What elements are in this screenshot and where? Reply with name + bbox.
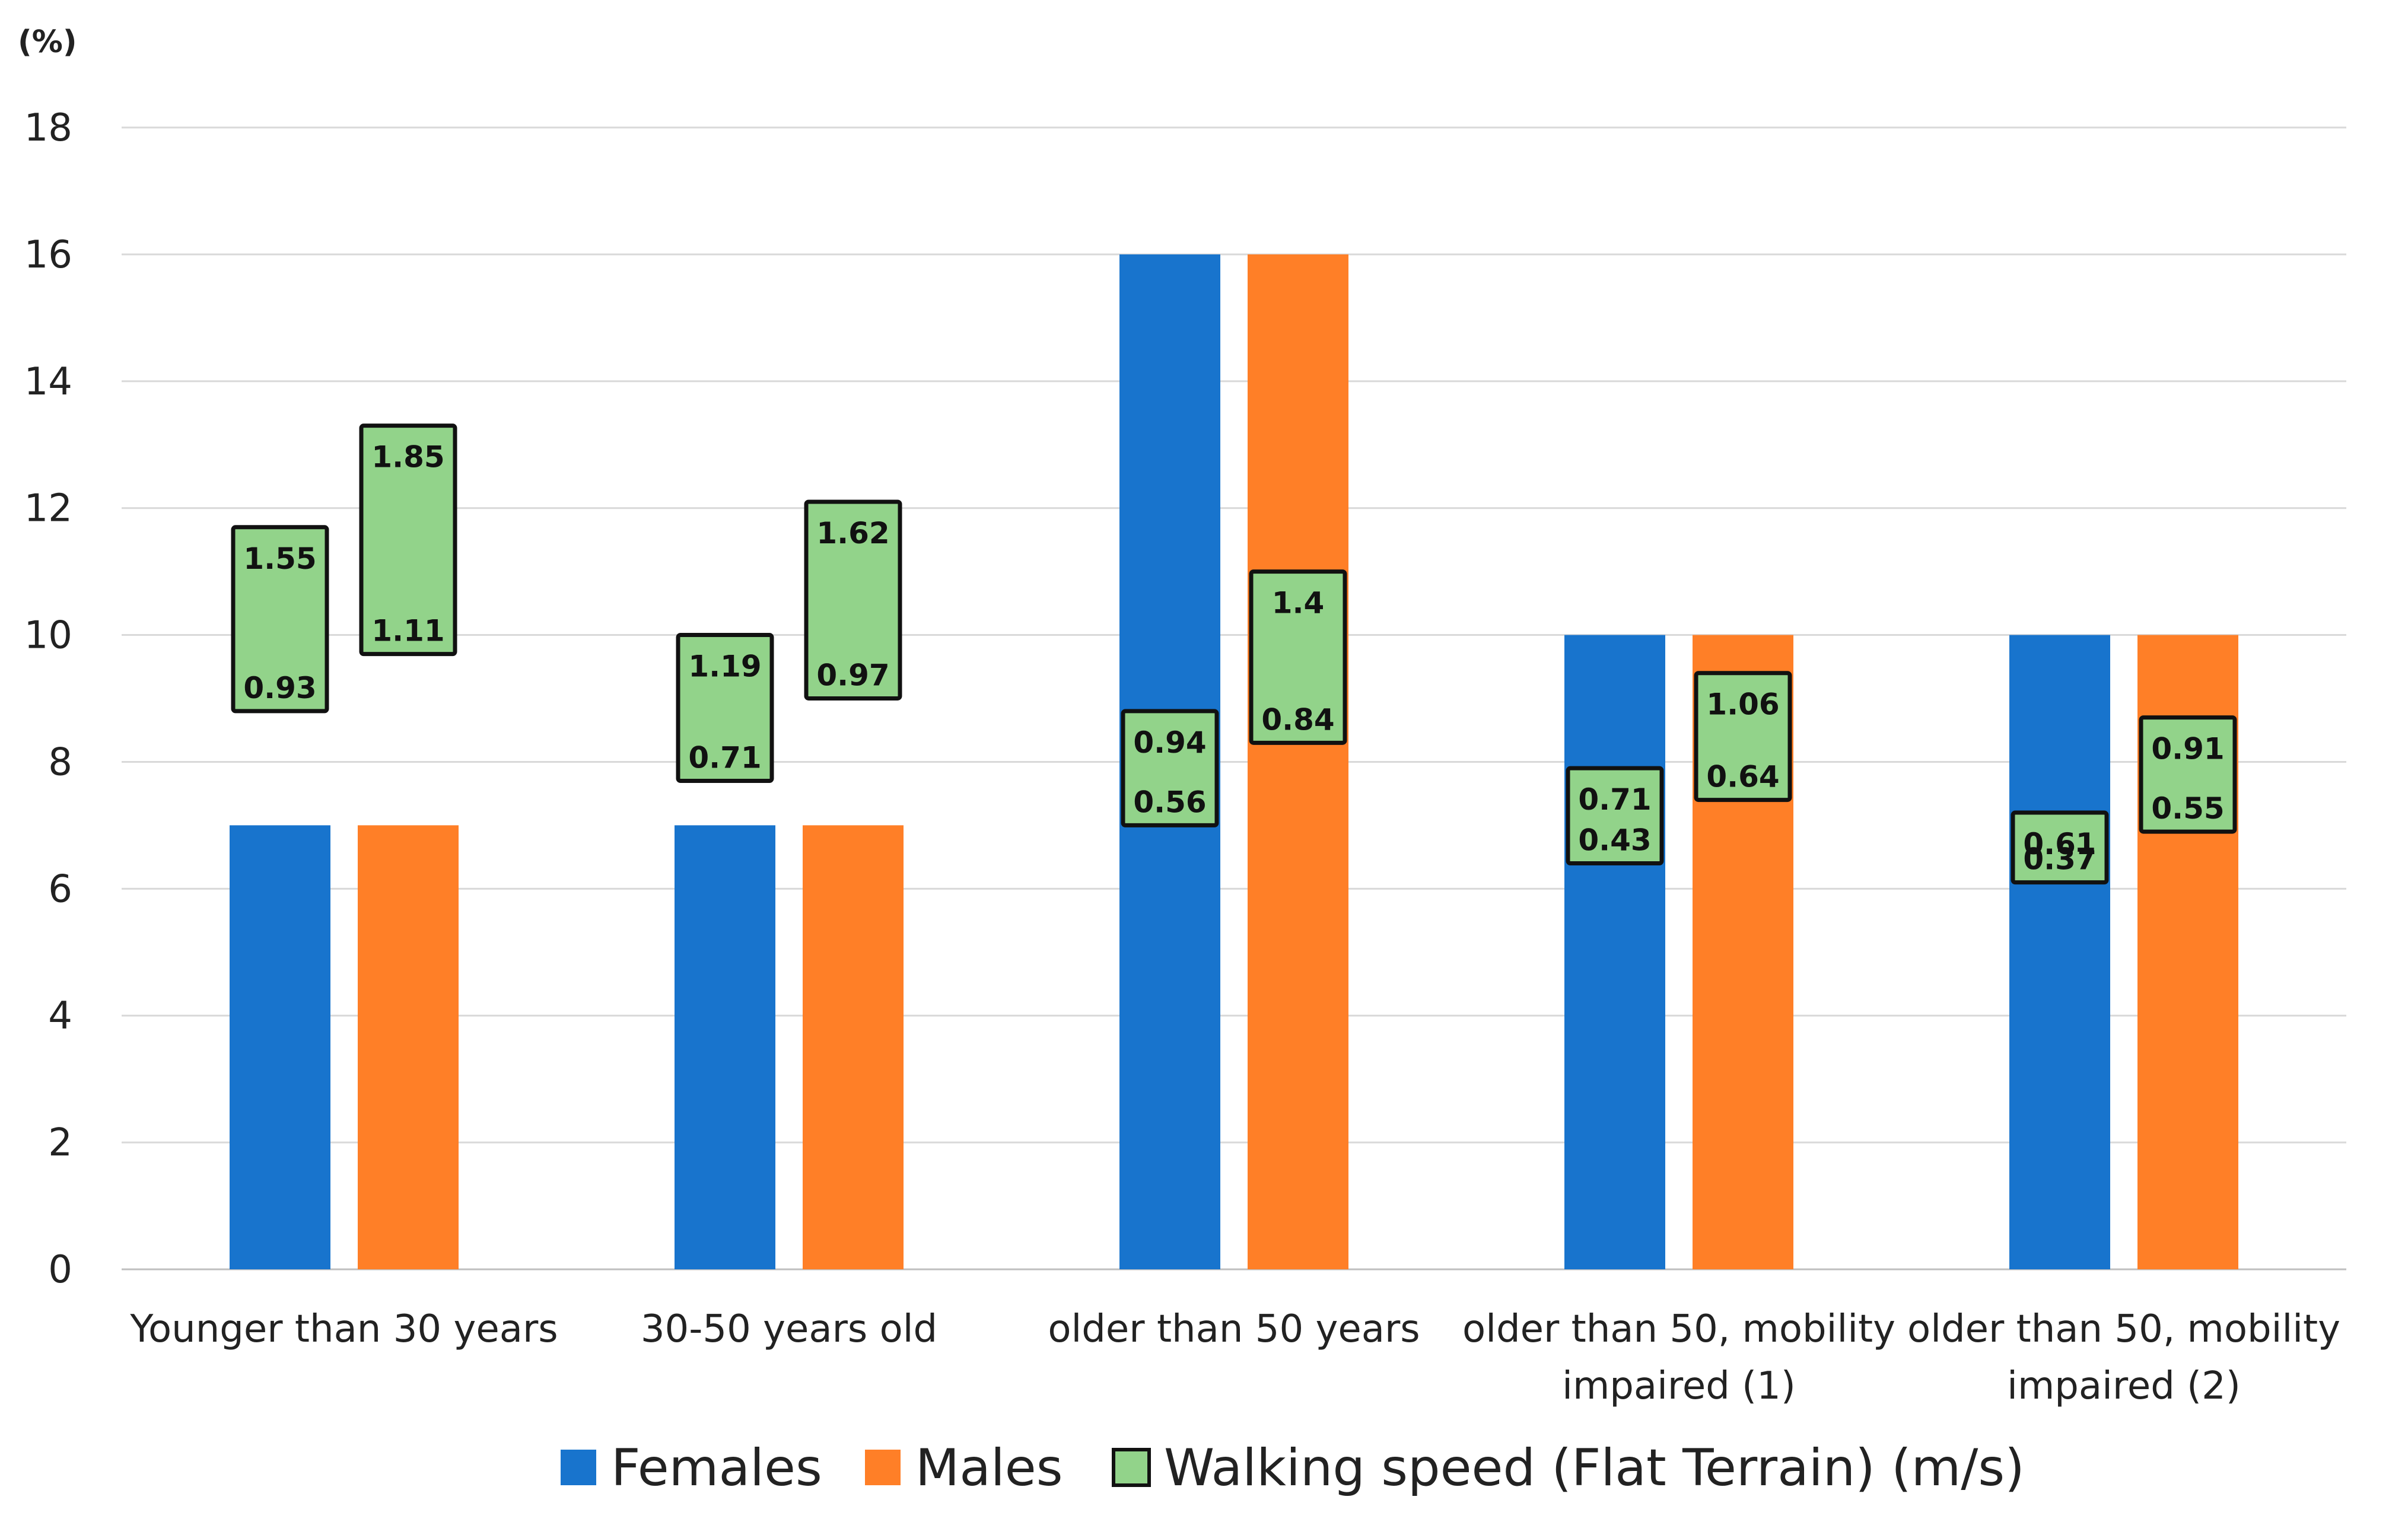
x-category-label: older than 50, mobility — [1462, 1307, 1895, 1351]
x-category-label: Younger than 30 years — [129, 1307, 558, 1351]
walking-speed-low-label: 0.55 — [2151, 791, 2224, 826]
walking-speed-box-males-3 — [1249, 569, 1347, 745]
bar-males-3 — [1248, 254, 1348, 1269]
walking-speed-box-females-2 — [676, 633, 774, 784]
walking-speed-low-label: 0.43 — [1578, 823, 1651, 858]
walking-speed-high-label: 0.61 — [2023, 827, 2096, 861]
y-tick-label: 6 — [48, 867, 72, 911]
walking-speed-low-label: 0.97 — [816, 658, 889, 693]
bar-females-5 — [2009, 635, 2110, 1269]
walking-speed-high-label: 0.71 — [1578, 782, 1651, 817]
y-tick-label: 4 — [48, 994, 72, 1038]
legend: Females Males Walking speed (Flat Terrain)… — [561, 1438, 2025, 1498]
walking-speed-high-label: 0.91 — [2151, 732, 2224, 766]
walking-speed-high-label: 1.06 — [1706, 687, 1779, 722]
y-tick-label: 16 — [24, 233, 72, 277]
x-category-label: older than 50 years — [1048, 1307, 1420, 1351]
walking-speed-box-males-2 — [804, 499, 902, 700]
walking-speed-high-label: 1.19 — [688, 649, 761, 684]
legend-walking-speed-label: Walking speed (Flat Terrain) (m/s) — [1164, 1438, 2025, 1498]
walking-speed-high-label: 0.94 — [1133, 725, 1206, 760]
walking-speed-box-males-1 — [359, 424, 457, 657]
walking-speed-low-label: 1.11 — [371, 614, 444, 648]
legend-females-swatch — [561, 1450, 596, 1485]
walking-speed-boxes: 1.55 0.93 1.85 1.11 1.19 0.71 1.62 0.97 0.94 0.56… — [231, 424, 2237, 885]
walking-speed-box-females-1 — [231, 525, 329, 714]
walking-speed-low-label: 0.56 — [1133, 785, 1206, 819]
walking-speed-box-males-5 — [2139, 715, 2237, 834]
y-axis-unit-label: (%) — [18, 24, 77, 60]
bar-males-1 — [358, 825, 459, 1269]
x-category-label: 30-50 years old — [641, 1307, 937, 1351]
walking-speed-box-females-4 — [1566, 766, 1664, 866]
walking-speed-box-males-4 — [1694, 671, 1792, 803]
walking-speed-box-females-3 — [1121, 709, 1219, 827]
walking-speed-low-label: 0.64 — [1706, 760, 1779, 794]
gridlines — [122, 126, 2346, 1271]
y-tick-label: 0 — [48, 1248, 72, 1292]
y-tick-label: 2 — [48, 1121, 72, 1165]
walking-speed-box-females-5 — [2011, 810, 2109, 885]
walking-speed-high-label: 1.85 — [371, 440, 444, 475]
y-axis-ticks: 0 2 4 6 8 10 12 14 16 18 — [24, 106, 72, 1292]
y-tick-label: 10 — [24, 614, 72, 658]
bar-females-1 — [230, 825, 330, 1269]
legend-males-label: Males — [915, 1438, 1063, 1498]
x-category-label: impaired (2) — [2007, 1364, 2241, 1408]
walking-speed-low-label: 0.93 — [243, 671, 316, 705]
bar-males-2 — [803, 825, 904, 1269]
walking-speed-low-label: 0.37 — [2023, 842, 2096, 877]
y-tick-label: 18 — [24, 106, 72, 150]
bar-females-4 — [1564, 635, 1665, 1269]
walking-speed-high-label: 1.62 — [816, 516, 889, 550]
walking-speed-low-label: 0.71 — [688, 741, 761, 775]
y-tick-label: 12 — [24, 487, 72, 531]
legend-females-label: Females — [611, 1438, 822, 1498]
bar-females-2 — [675, 825, 775, 1269]
y-tick-label: 8 — [48, 740, 72, 784]
walking-speed-high-label: 1.4 — [1272, 586, 1325, 620]
x-category-label: impaired (1) — [1562, 1364, 1796, 1408]
x-category-label: older than 50, mobility — [1907, 1307, 2340, 1351]
y-tick-label: 14 — [24, 360, 72, 404]
walking-speed-high-label: 1.55 — [243, 542, 316, 576]
legend-males-swatch — [865, 1450, 901, 1485]
legend-walking-speed-swatch — [1112, 1448, 1151, 1487]
walking-speed-low-label: 0.84 — [1261, 702, 1334, 737]
x-axis-categories: Younger than 30 years 30-50 years old olde… — [129, 1307, 2340, 1408]
